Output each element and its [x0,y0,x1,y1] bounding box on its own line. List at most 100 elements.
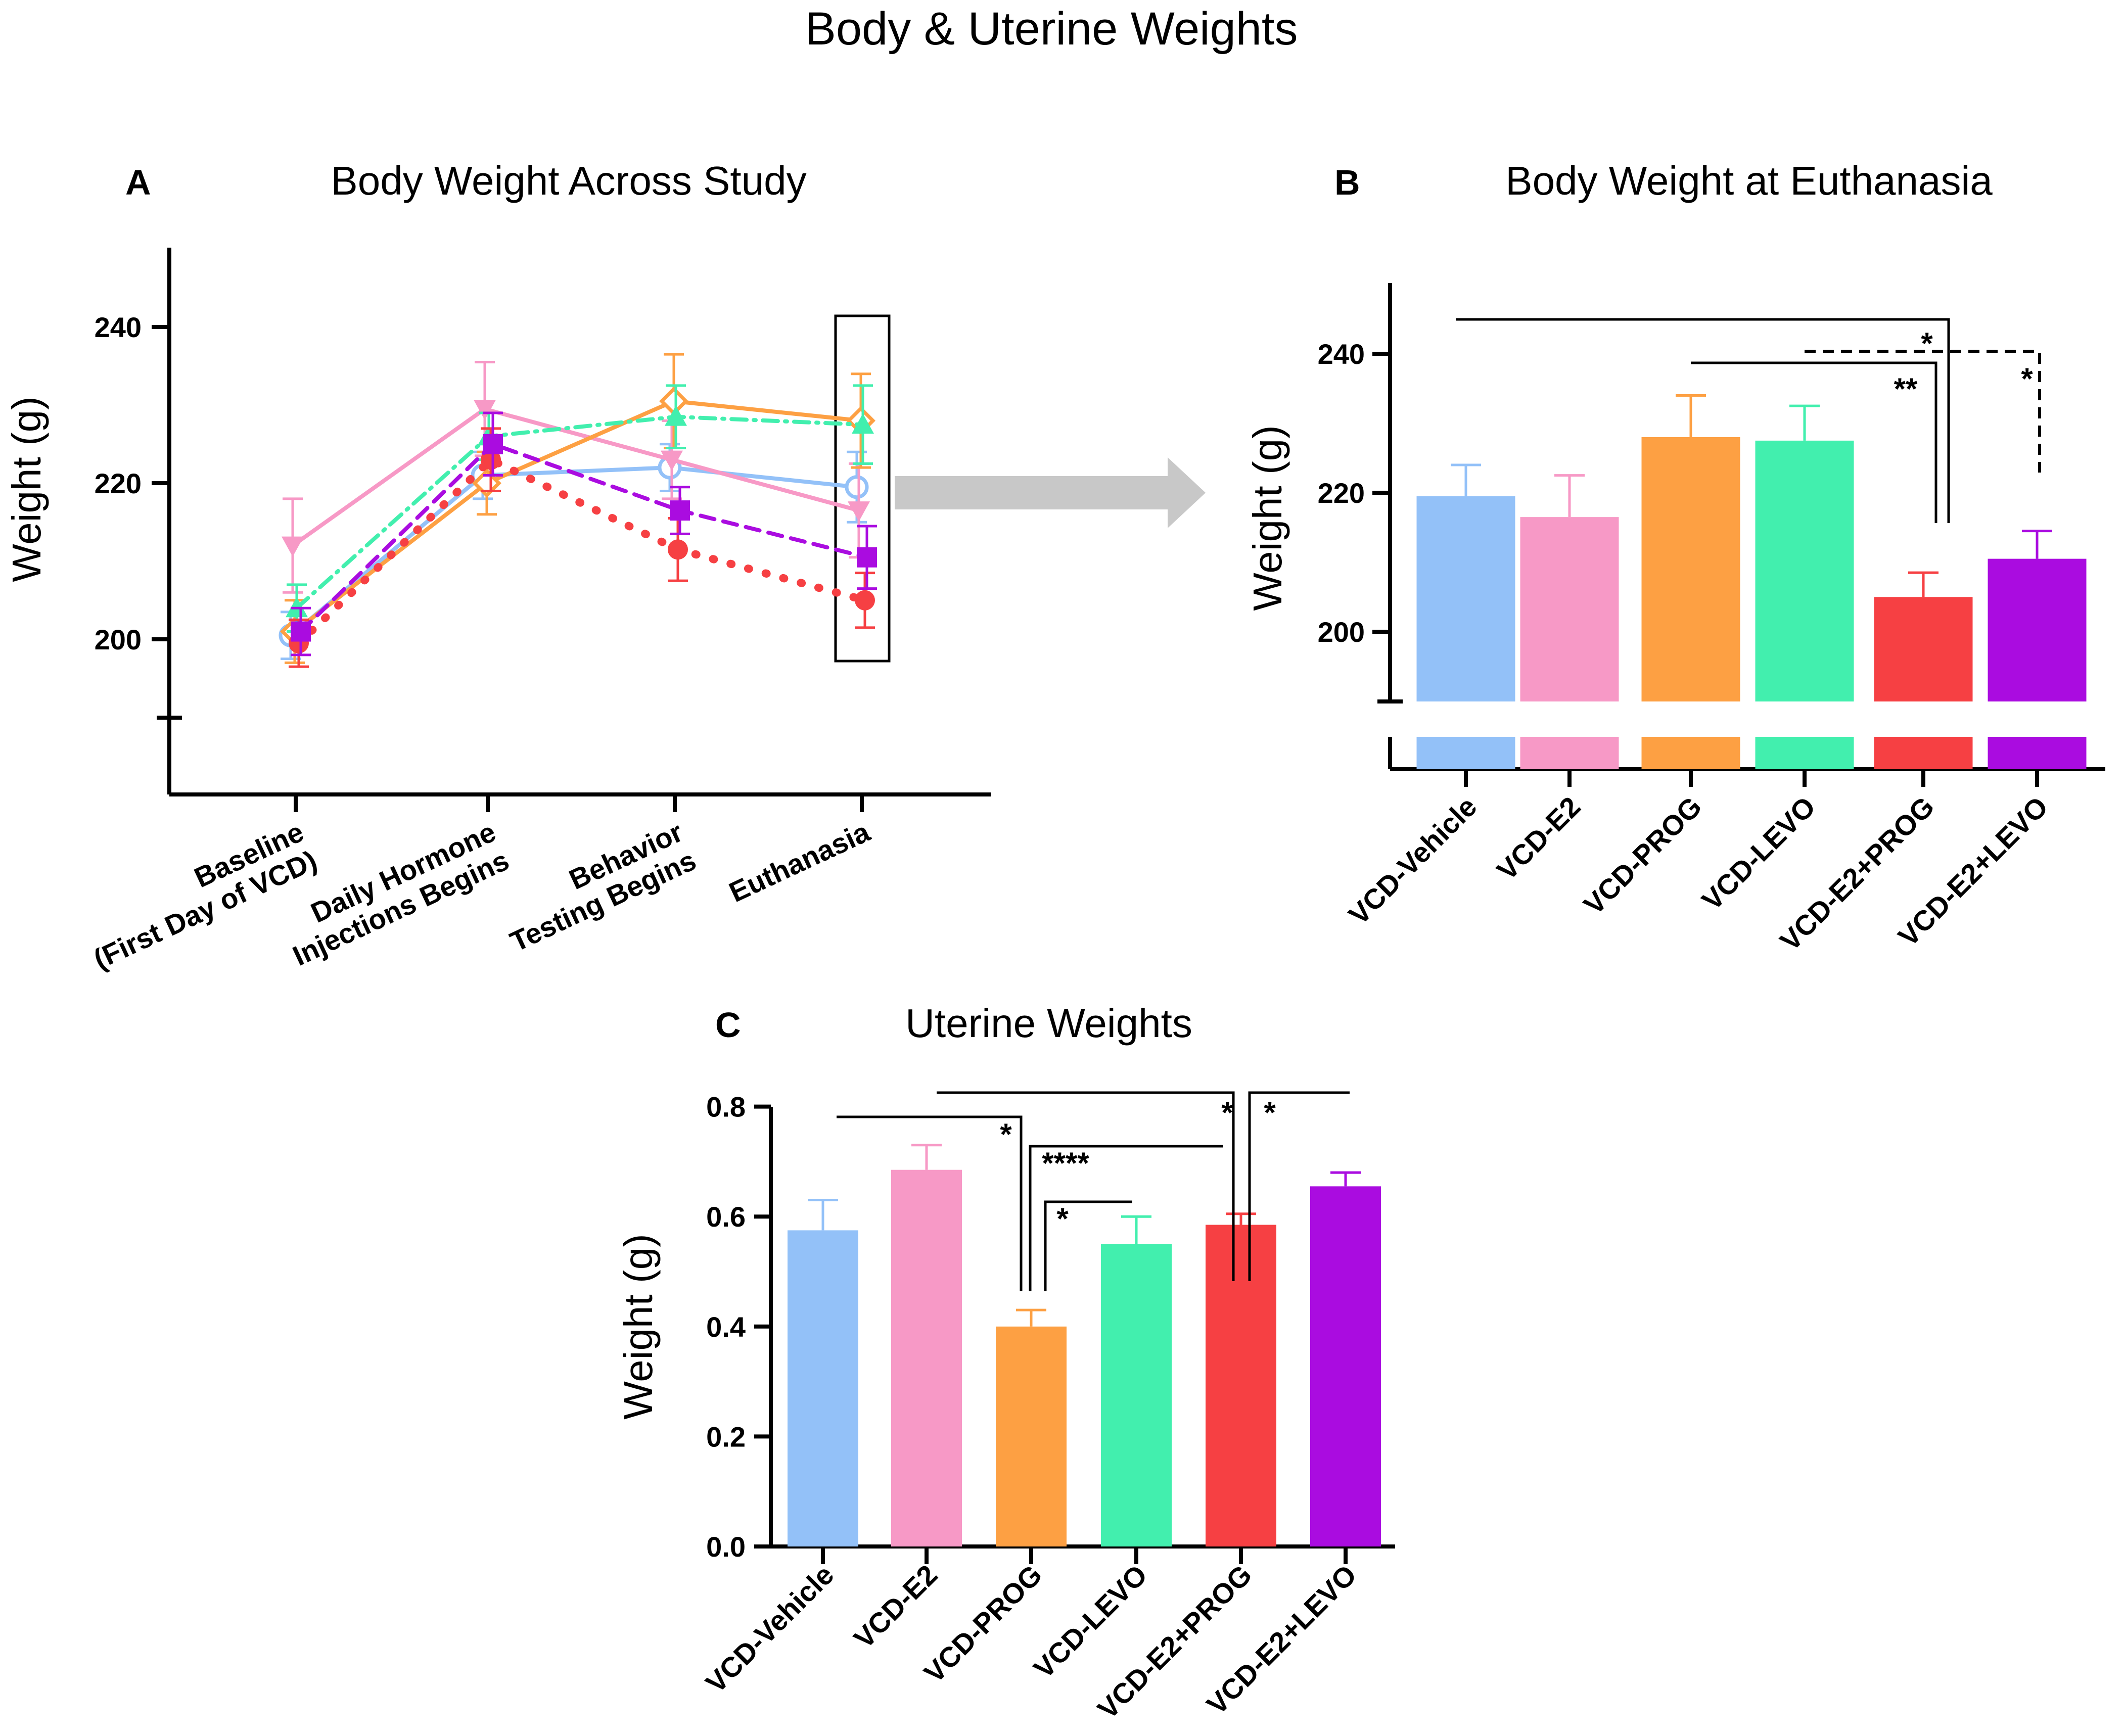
bar-lower-segment [1988,737,2087,769]
bar [788,1230,858,1546]
data-point [481,449,501,470]
significance-label: * [1000,1117,1012,1151]
panel-b-y-tick-label: 220 [1318,477,1365,509]
significance-bracket: * [937,1091,1235,1281]
significance-bracket: * [1805,350,2041,473]
panel-c-y-tick-label: 0.2 [706,1421,746,1452]
data-point [474,400,496,420]
data-point [848,501,870,522]
bracket-line [1044,1200,1132,1291]
bracket-line [837,1115,1023,1291]
bar-lower-segment [1874,737,1973,769]
bracket-line [1805,350,2041,473]
series-vcd-e2-levo [291,411,877,656]
bar-vcd-vehicle [788,1199,858,1546]
panel-b-y-tick-label: 200 [1318,616,1365,648]
significance-bracket: * [1044,1200,1132,1291]
significance-bracket: * [837,1115,1023,1291]
panel-c-x-tick-label: VCD-E2 [848,1559,944,1655]
significance-label: * [2021,362,2033,396]
panel-a-label: A [125,163,151,202]
bar-vcd-e2-prog [1874,571,1973,769]
panel-a-y-tick-label: 200 [95,624,142,655]
data-point [670,500,690,521]
bar [1641,437,1740,701]
bar-lower-segment [1416,737,1515,769]
series-line [289,465,859,638]
series-vcd-e2-prog [289,427,875,668]
panel-c: C Uterine Weights Weight (g) 0.0 0.2 0.4 0.… [616,1001,1395,1725]
data-point [665,405,687,426]
panel-c-title: Uterine Weights [905,1001,1192,1046]
bar-vcd-prog [1641,394,1740,769]
bar-vcd-e2-levo [1988,530,2087,769]
significance-label: * [1221,1096,1233,1130]
data-point [845,475,869,499]
bar [1520,517,1619,701]
significance-label: * [1264,1096,1276,1130]
significance-label: * [1921,326,1933,360]
panel-a-x-tick-label: Baseline(First Day of VCD) [88,816,321,975]
data-point [661,450,683,471]
bar [1206,1225,1276,1546]
bar [1755,440,1854,701]
panel-a: A Body Weight Across Study Weight (g) 20… [4,158,991,975]
bar [1416,496,1515,701]
bar-vcd-e2 [1520,474,1619,769]
panel-b-y-axis-label: Weight (g) [1245,425,1290,611]
data-point [855,590,875,611]
bar [891,1169,962,1546]
bar [1874,597,1973,701]
panel-c-y-axis-label: Weight (g) [616,1234,661,1420]
panel-c-y-tick-label: 0.4 [706,1311,746,1343]
bar [1101,1244,1172,1546]
panel-c-y-tick-label: 0.0 [706,1531,746,1563]
panel-b-x-tick-label: VCD-LEVO [1695,790,1821,916]
significance-bracket: **** [1029,1145,1223,1291]
significance-label: * [1056,1202,1069,1236]
data-point [852,413,874,434]
bar-lower-segment [1641,737,1740,769]
data-point [291,621,311,642]
significance-label: **** [1042,1146,1089,1180]
panel-b-y-tick-label: 240 [1318,338,1365,370]
panel-a-x-tick-label: Euthanasia [724,815,875,908]
panel-a-x-tick-label-line: Euthanasia [724,815,875,908]
data-point [472,468,501,498]
bracket-line [1248,1091,1350,1281]
panel-c-y-tick-label: 0.6 [706,1201,746,1233]
series-line [295,414,865,611]
panel-a-y-tick-label: 220 [95,467,142,499]
significance-bracket: * [1456,318,1950,523]
bar-vcd-e2-levo [1310,1171,1381,1546]
bar-lower-segment [1520,737,1619,769]
significance-bracket: ** [1691,361,1937,523]
bar-vcd-vehicle [1416,463,1515,769]
panel-c-x-tick-label: VCD-Vehicle [700,1559,840,1699]
panel-b-title: Body Weight at Euthanasia [1505,158,1993,203]
bar-vcd-levo [1755,404,1854,769]
series-vcd-prog [280,353,875,664]
panel-a-title: Body Weight Across Study [331,158,806,203]
series-vcd-vehicle [279,443,869,661]
bar-vcd-levo [1101,1215,1172,1546]
bar-vcd-e2-prog [1206,1212,1276,1546]
data-point [857,547,877,568]
data-point [668,539,688,560]
panel-a-highlight-box [834,314,891,663]
panel-c-y-tick-label: 0.8 [706,1091,746,1123]
panel-b-label: B [1334,163,1360,202]
panel-b: B Body Weight at Euthanasia Weight (g) 2… [1245,158,2105,957]
bar [1988,558,2087,701]
significance-bracket: * [1248,1091,1350,1281]
panel-b-x-tick-label: VCD-Vehicle [1343,790,1483,931]
bar-vcd-prog [996,1308,1067,1546]
panel-a-y-axis-label: Weight (g) [4,396,49,582]
significance-label: ** [1894,372,1918,406]
series-vcd-e2 [282,361,870,594]
bar [996,1326,1067,1546]
data-point [282,536,304,557]
